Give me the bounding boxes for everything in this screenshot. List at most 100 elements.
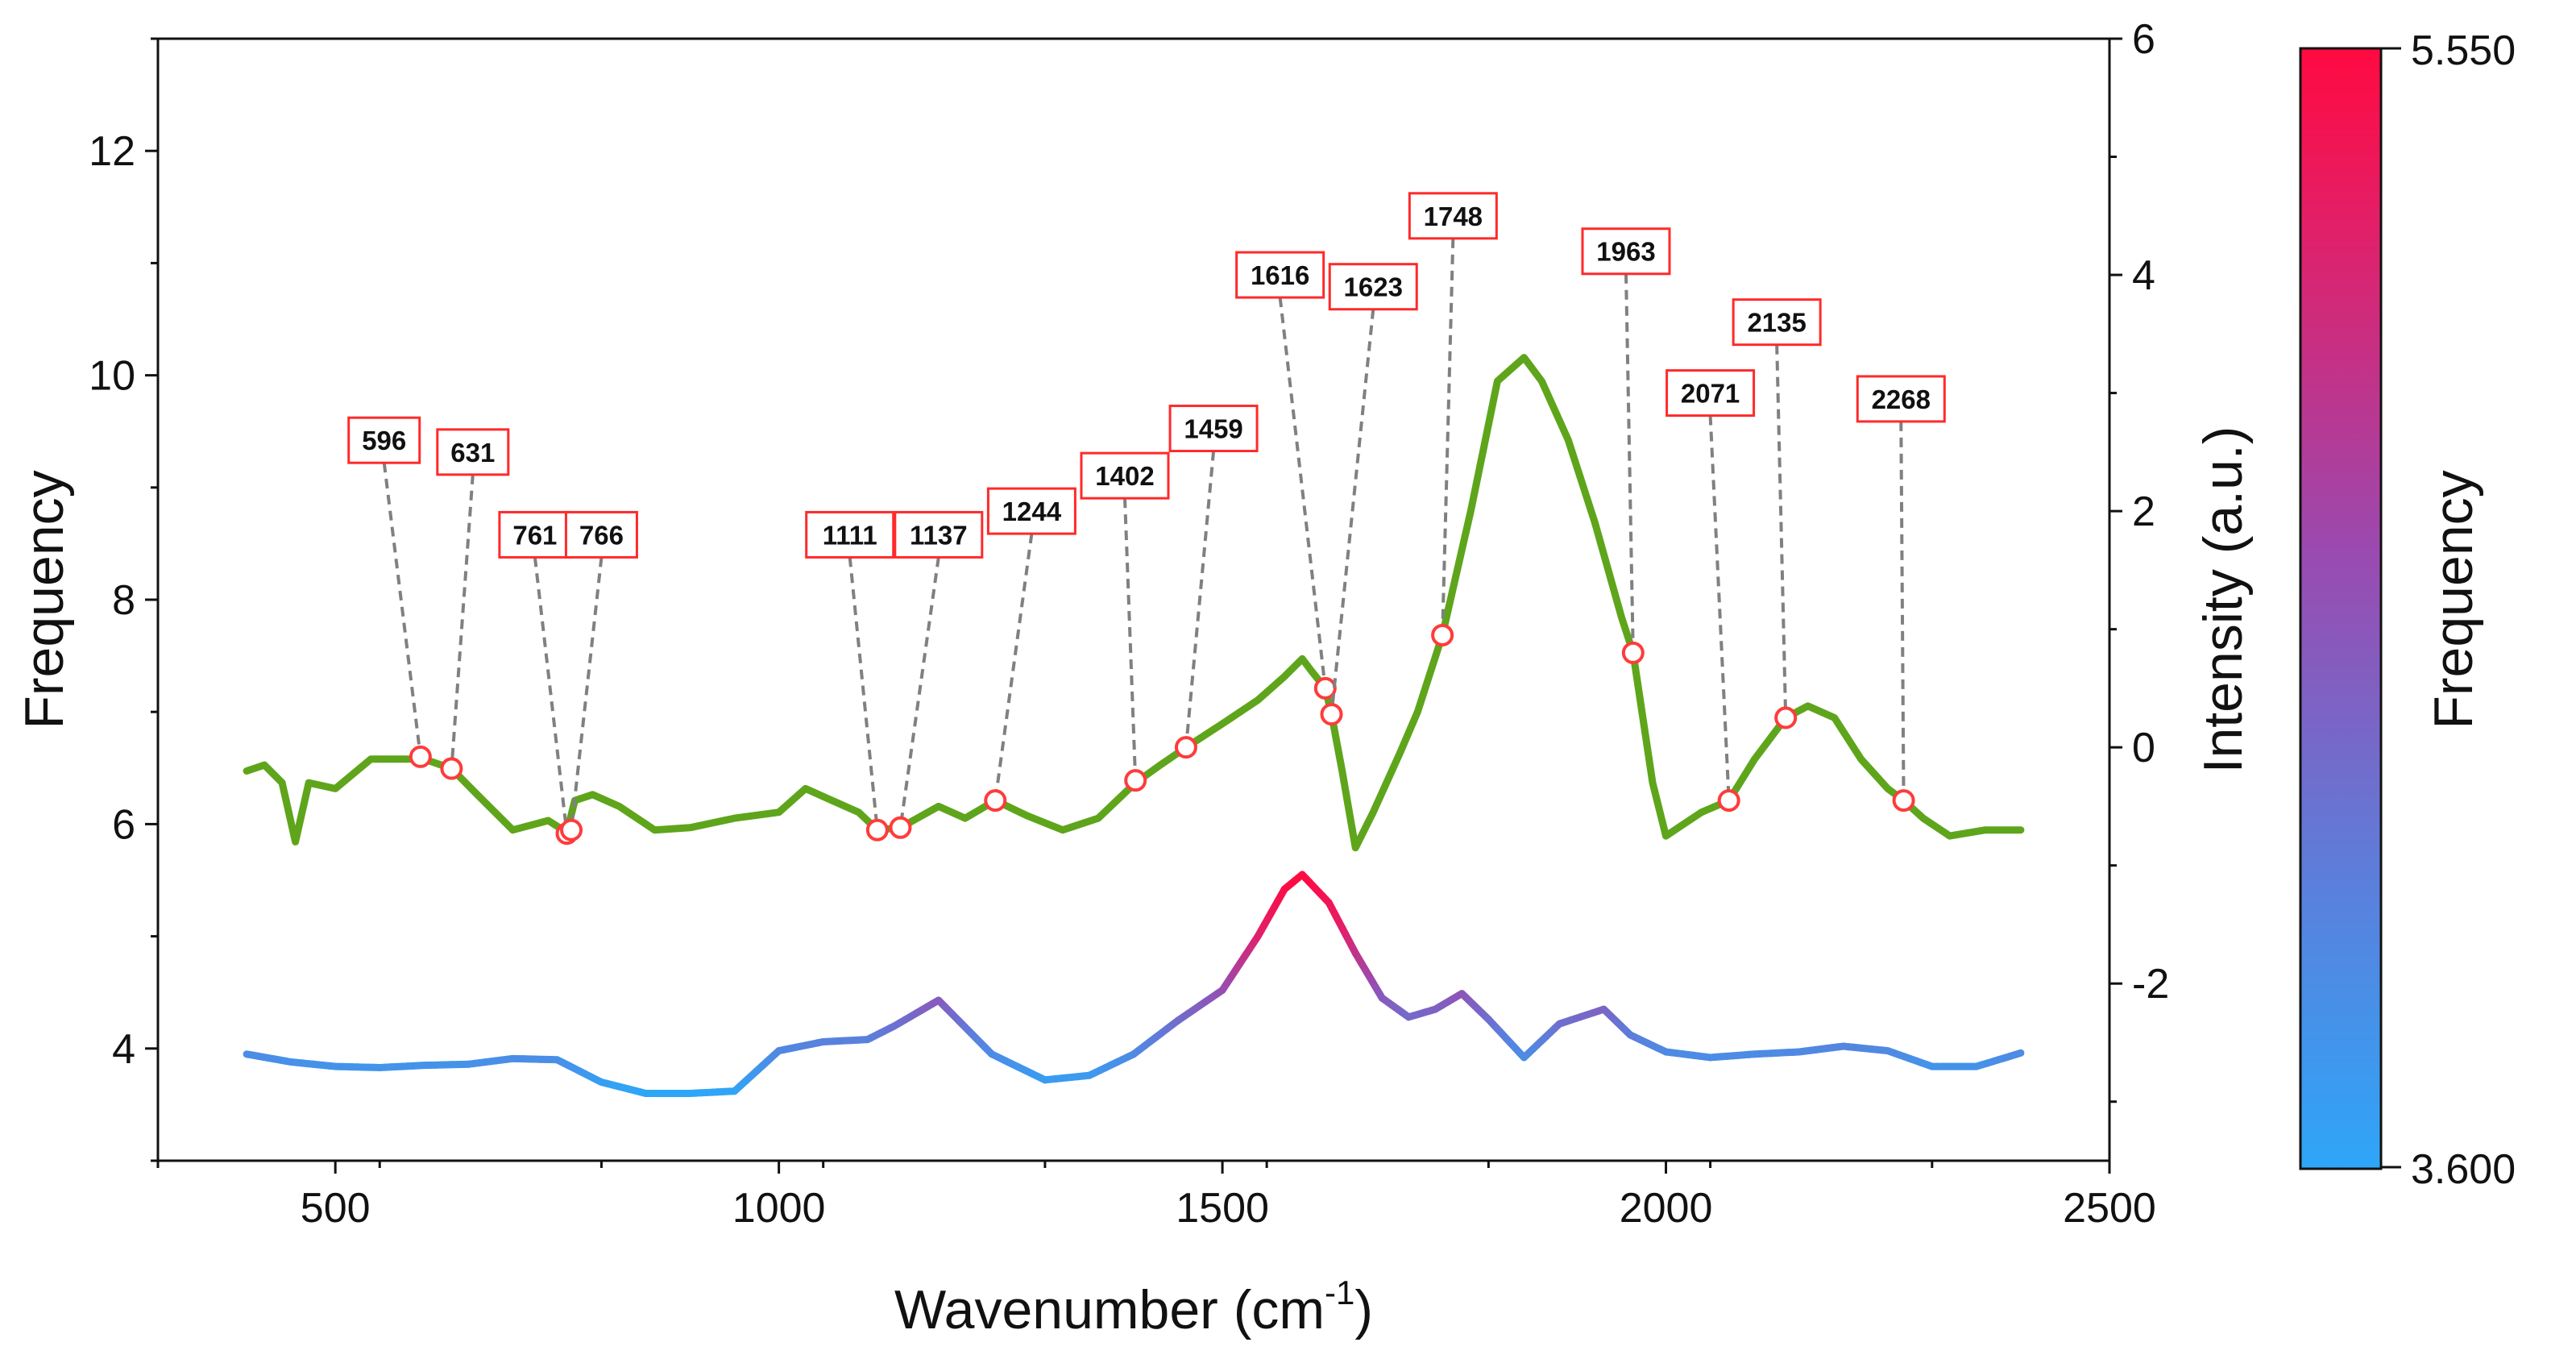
peak-label: 2268 <box>1872 384 1931 414</box>
peak-leader-line <box>898 557 940 829</box>
peak-annotation-1137: 1137 <box>889 510 984 839</box>
peak-annotation-1459: 1459 <box>1168 405 1259 759</box>
peak-label: 1616 <box>1251 260 1309 290</box>
left-y-tick-label-4: 4 <box>112 1026 135 1073</box>
left-y-tick-label-12: 12 <box>89 128 135 175</box>
x-tick-label-1500: 1500 <box>1176 1185 1269 1232</box>
peak-leader-line <box>450 474 475 769</box>
peak-marker <box>1621 641 1645 664</box>
peak-label-box <box>564 510 638 559</box>
peak-marker <box>889 816 912 839</box>
peak-label: 766 <box>579 520 624 550</box>
peak-label-box <box>805 510 895 559</box>
colorbar: 5.550 3.600 Frequency <box>2299 27 2516 1193</box>
x-axis-title-end: ) <box>1354 1279 1373 1340</box>
peak-label: 1244 <box>1002 497 1062 526</box>
x-axis-title-superscript: -1 <box>1325 1274 1354 1311</box>
peak-marker <box>1774 706 1798 729</box>
peak-label-box <box>1856 375 1946 423</box>
x-tick-label-500: 500 <box>301 1185 371 1232</box>
peak-label: 2135 <box>1747 308 1806 338</box>
x-tick-label-2500: 2500 <box>2063 1185 2156 1232</box>
peak-label-box <box>1235 251 1325 299</box>
right-y-tick-label-2: 2 <box>2132 488 2155 535</box>
plot-frame <box>156 37 2111 1162</box>
colorbar-min-label: 3.600 <box>2411 1146 2516 1193</box>
peak-leader-line <box>1278 297 1327 689</box>
right-y-axis: -2 0 2 4 6 <box>2109 16 2169 1103</box>
colorbar-gradient <box>2299 47 2383 1170</box>
peak-leader-line <box>993 533 1034 801</box>
peak-annotation-2268: 2268 <box>1856 375 1946 812</box>
left-y-axis: 4 6 8 10 12 <box>89 37 158 1162</box>
peak-leader-line <box>1708 415 1731 801</box>
peak-label-box <box>1408 192 1498 240</box>
peak-marker <box>1892 789 1915 812</box>
frequency-line-segment <box>2011 1049 2025 1058</box>
peak-leader-line <box>570 557 604 830</box>
right-y-axis-title: Intensity (a.u.) <box>2192 426 2254 774</box>
peak-label-box <box>1328 263 1418 311</box>
peak-leader-line <box>1122 498 1138 781</box>
peak-label-box <box>1732 298 1822 347</box>
peak-label-box <box>1665 369 1756 418</box>
peak-label: 1963 <box>1596 237 1655 267</box>
right-y-tick-label--2: -2 <box>2132 961 2169 1008</box>
peak-annotations: 596 631 761 766 1111 1137 1244 1402 1459 1616 1623… <box>347 192 1946 846</box>
x-tick-label-2000: 2000 <box>1620 1185 1713 1232</box>
peak-annotation-1963: 1963 <box>1581 227 1671 664</box>
peak-label: 1748 <box>1424 202 1483 231</box>
peak-marker <box>560 818 583 842</box>
peak-label: 596 <box>362 426 406 455</box>
peak-annotation-1623: 1623 <box>1320 263 1418 726</box>
peak-label-box <box>347 416 421 464</box>
colorbar-max-label: 5.550 <box>2411 27 2516 74</box>
x-tick-label-1000: 1000 <box>732 1185 826 1232</box>
peak-label-box <box>1080 451 1170 500</box>
peak-label: 2071 <box>1681 379 1740 409</box>
peak-marker <box>1320 703 1343 726</box>
peak-annotation-766: 766 <box>560 510 638 842</box>
series-frequency <box>243 871 2025 1097</box>
series-intensity <box>243 354 2025 852</box>
left-y-tick-label-10: 10 <box>89 353 135 400</box>
peak-annotation-2071: 2071 <box>1665 369 1756 812</box>
peak-marker <box>1124 769 1147 792</box>
peak-annotation-1244: 1244 <box>984 487 1076 812</box>
peak-leader-line <box>533 557 569 834</box>
right-y-tick-label-4: 4 <box>2132 252 2155 299</box>
left-y-tick-label-8: 8 <box>112 577 135 624</box>
peak-leader-line <box>1899 421 1906 801</box>
peak-label-box <box>1168 405 1259 453</box>
peak-leader-line <box>1184 451 1216 748</box>
peak-label-box <box>1581 227 1671 276</box>
peak-leader-line <box>1624 273 1635 653</box>
peak-marker <box>409 745 432 768</box>
x-axis: 500 1000 1500 2000 2500 <box>156 1161 2156 1232</box>
peak-marker <box>865 818 889 842</box>
peak-leader-line <box>1329 309 1375 715</box>
peak-label-box <box>498 510 572 559</box>
peak-marker <box>1717 789 1740 812</box>
series-layer <box>243 354 2025 1097</box>
peak-annotation-596: 596 <box>347 416 432 768</box>
peak-annotation-1748: 1748 <box>1408 192 1498 646</box>
peak-label: 1459 <box>1184 414 1242 444</box>
peak-marker <box>1174 736 1197 759</box>
right-y-tick-label-6: 6 <box>2132 16 2155 63</box>
peak-marker <box>440 757 463 780</box>
peak-marker <box>1431 623 1454 646</box>
peak-label-box <box>436 428 510 476</box>
x-axis-title-text: Wavenumber (cm <box>894 1279 1325 1340</box>
peak-label: 631 <box>450 438 495 468</box>
peak-annotation-1111: 1111 <box>805 510 895 842</box>
colorbar-title: Frequency <box>2423 470 2484 729</box>
peak-annotation-1616: 1616 <box>1235 251 1337 700</box>
peak-leader-line <box>382 462 422 758</box>
peak-annotation-761: 761 <box>498 510 579 846</box>
peak-label: 761 <box>512 520 557 550</box>
peak-annotation-2135: 2135 <box>1732 298 1822 729</box>
peak-marker <box>1313 676 1337 700</box>
peak-label: 1402 <box>1095 461 1154 491</box>
